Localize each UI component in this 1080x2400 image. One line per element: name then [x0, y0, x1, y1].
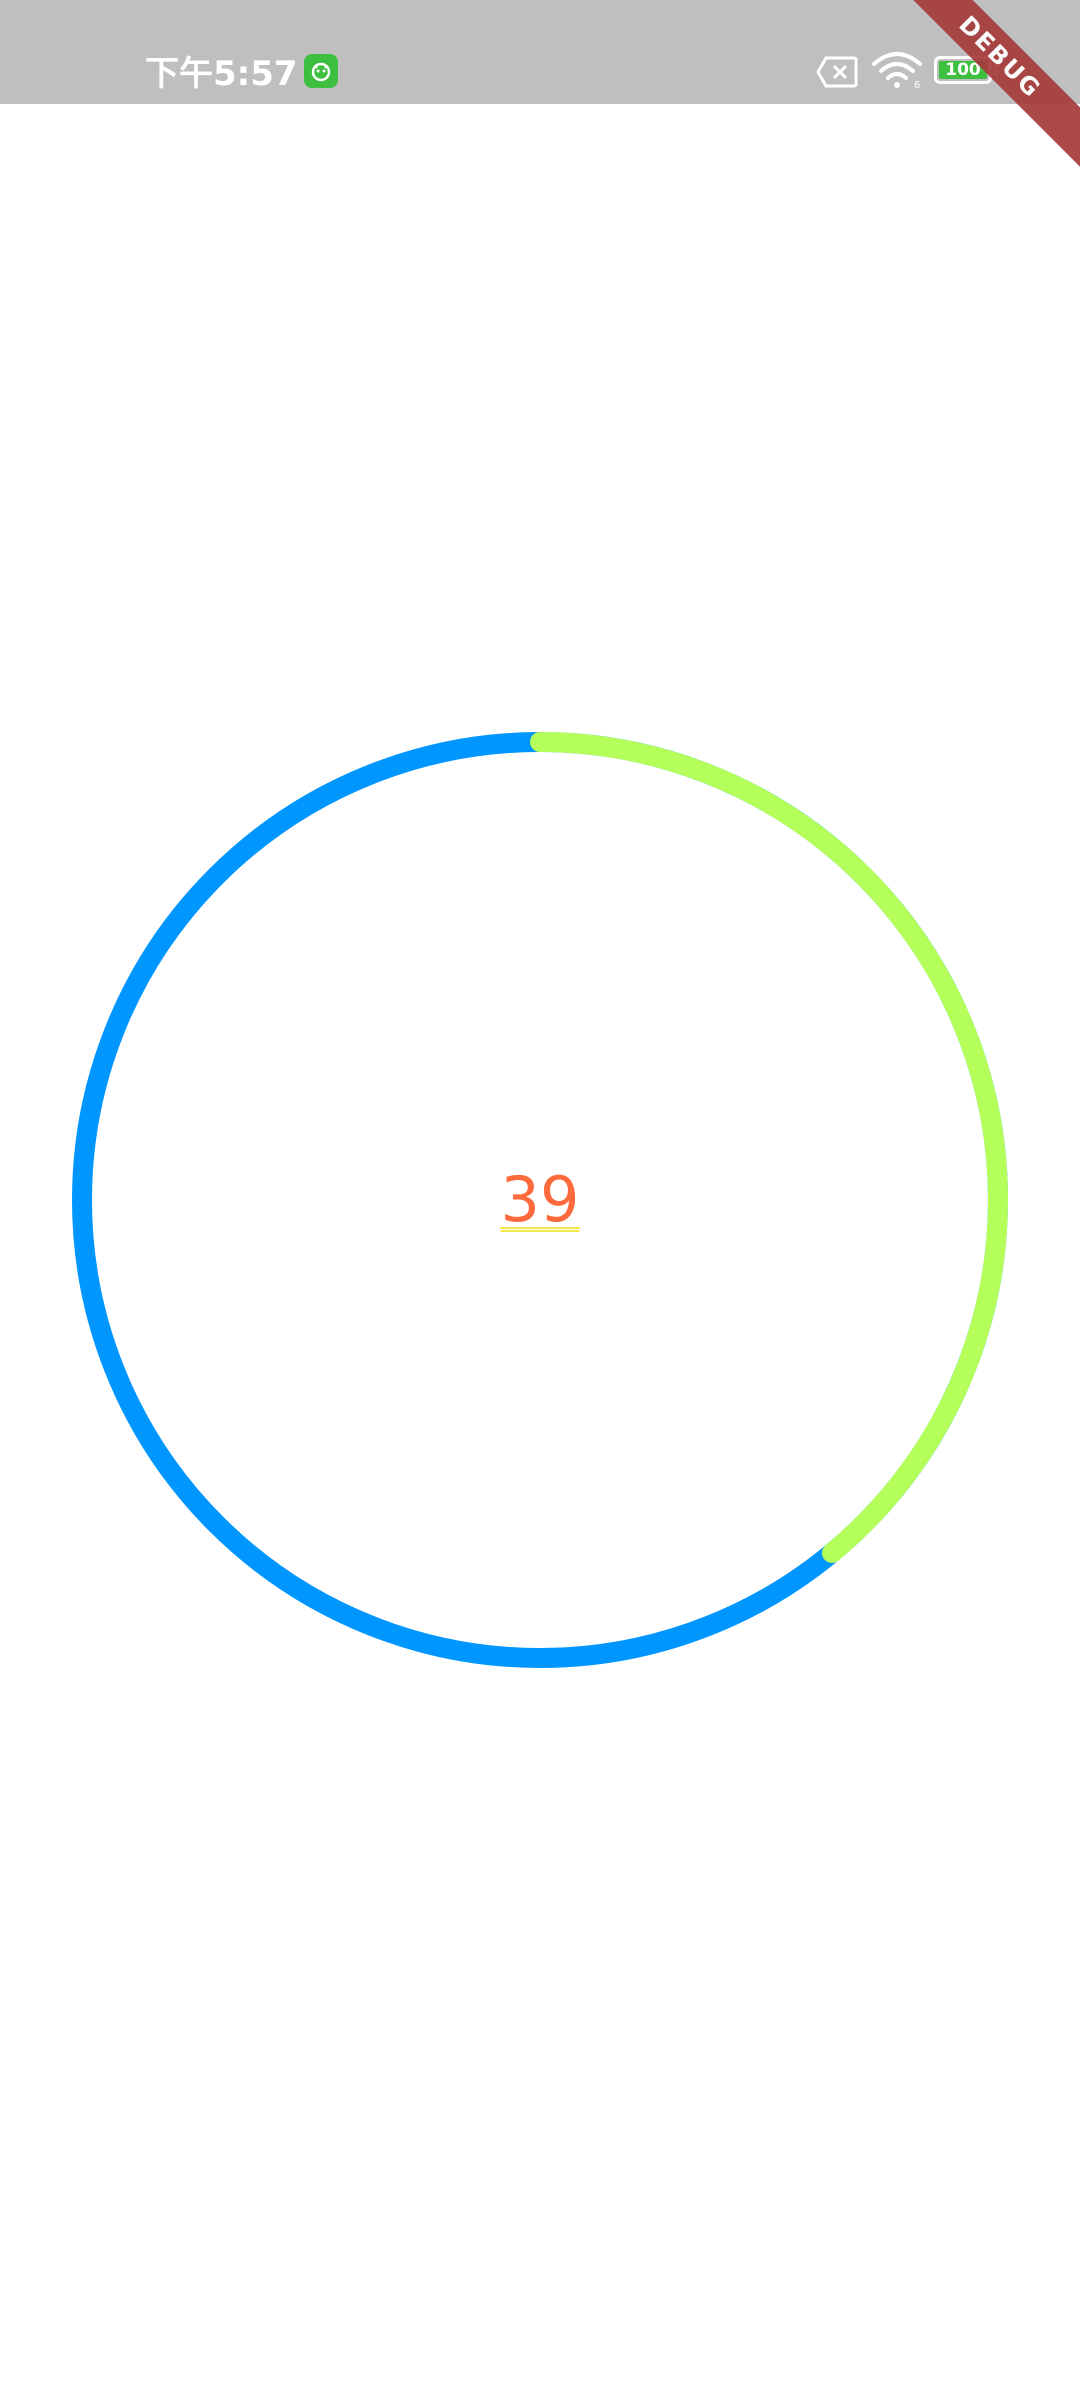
progress-arc	[530, 732, 1008, 1563]
status-time: 下午5:57	[145, 54, 298, 94]
battery-level: 100	[945, 60, 981, 80]
status-bar: 下午5:57 6	[0, 0, 1080, 104]
progress-value: 39	[500, 1163, 580, 1236]
sim-off-icon	[816, 56, 858, 92]
app-badge-icon	[304, 54, 338, 88]
svg-text:6: 6	[914, 80, 920, 90]
battery-fill	[939, 61, 987, 79]
wifi-icon: 6	[870, 50, 924, 94]
